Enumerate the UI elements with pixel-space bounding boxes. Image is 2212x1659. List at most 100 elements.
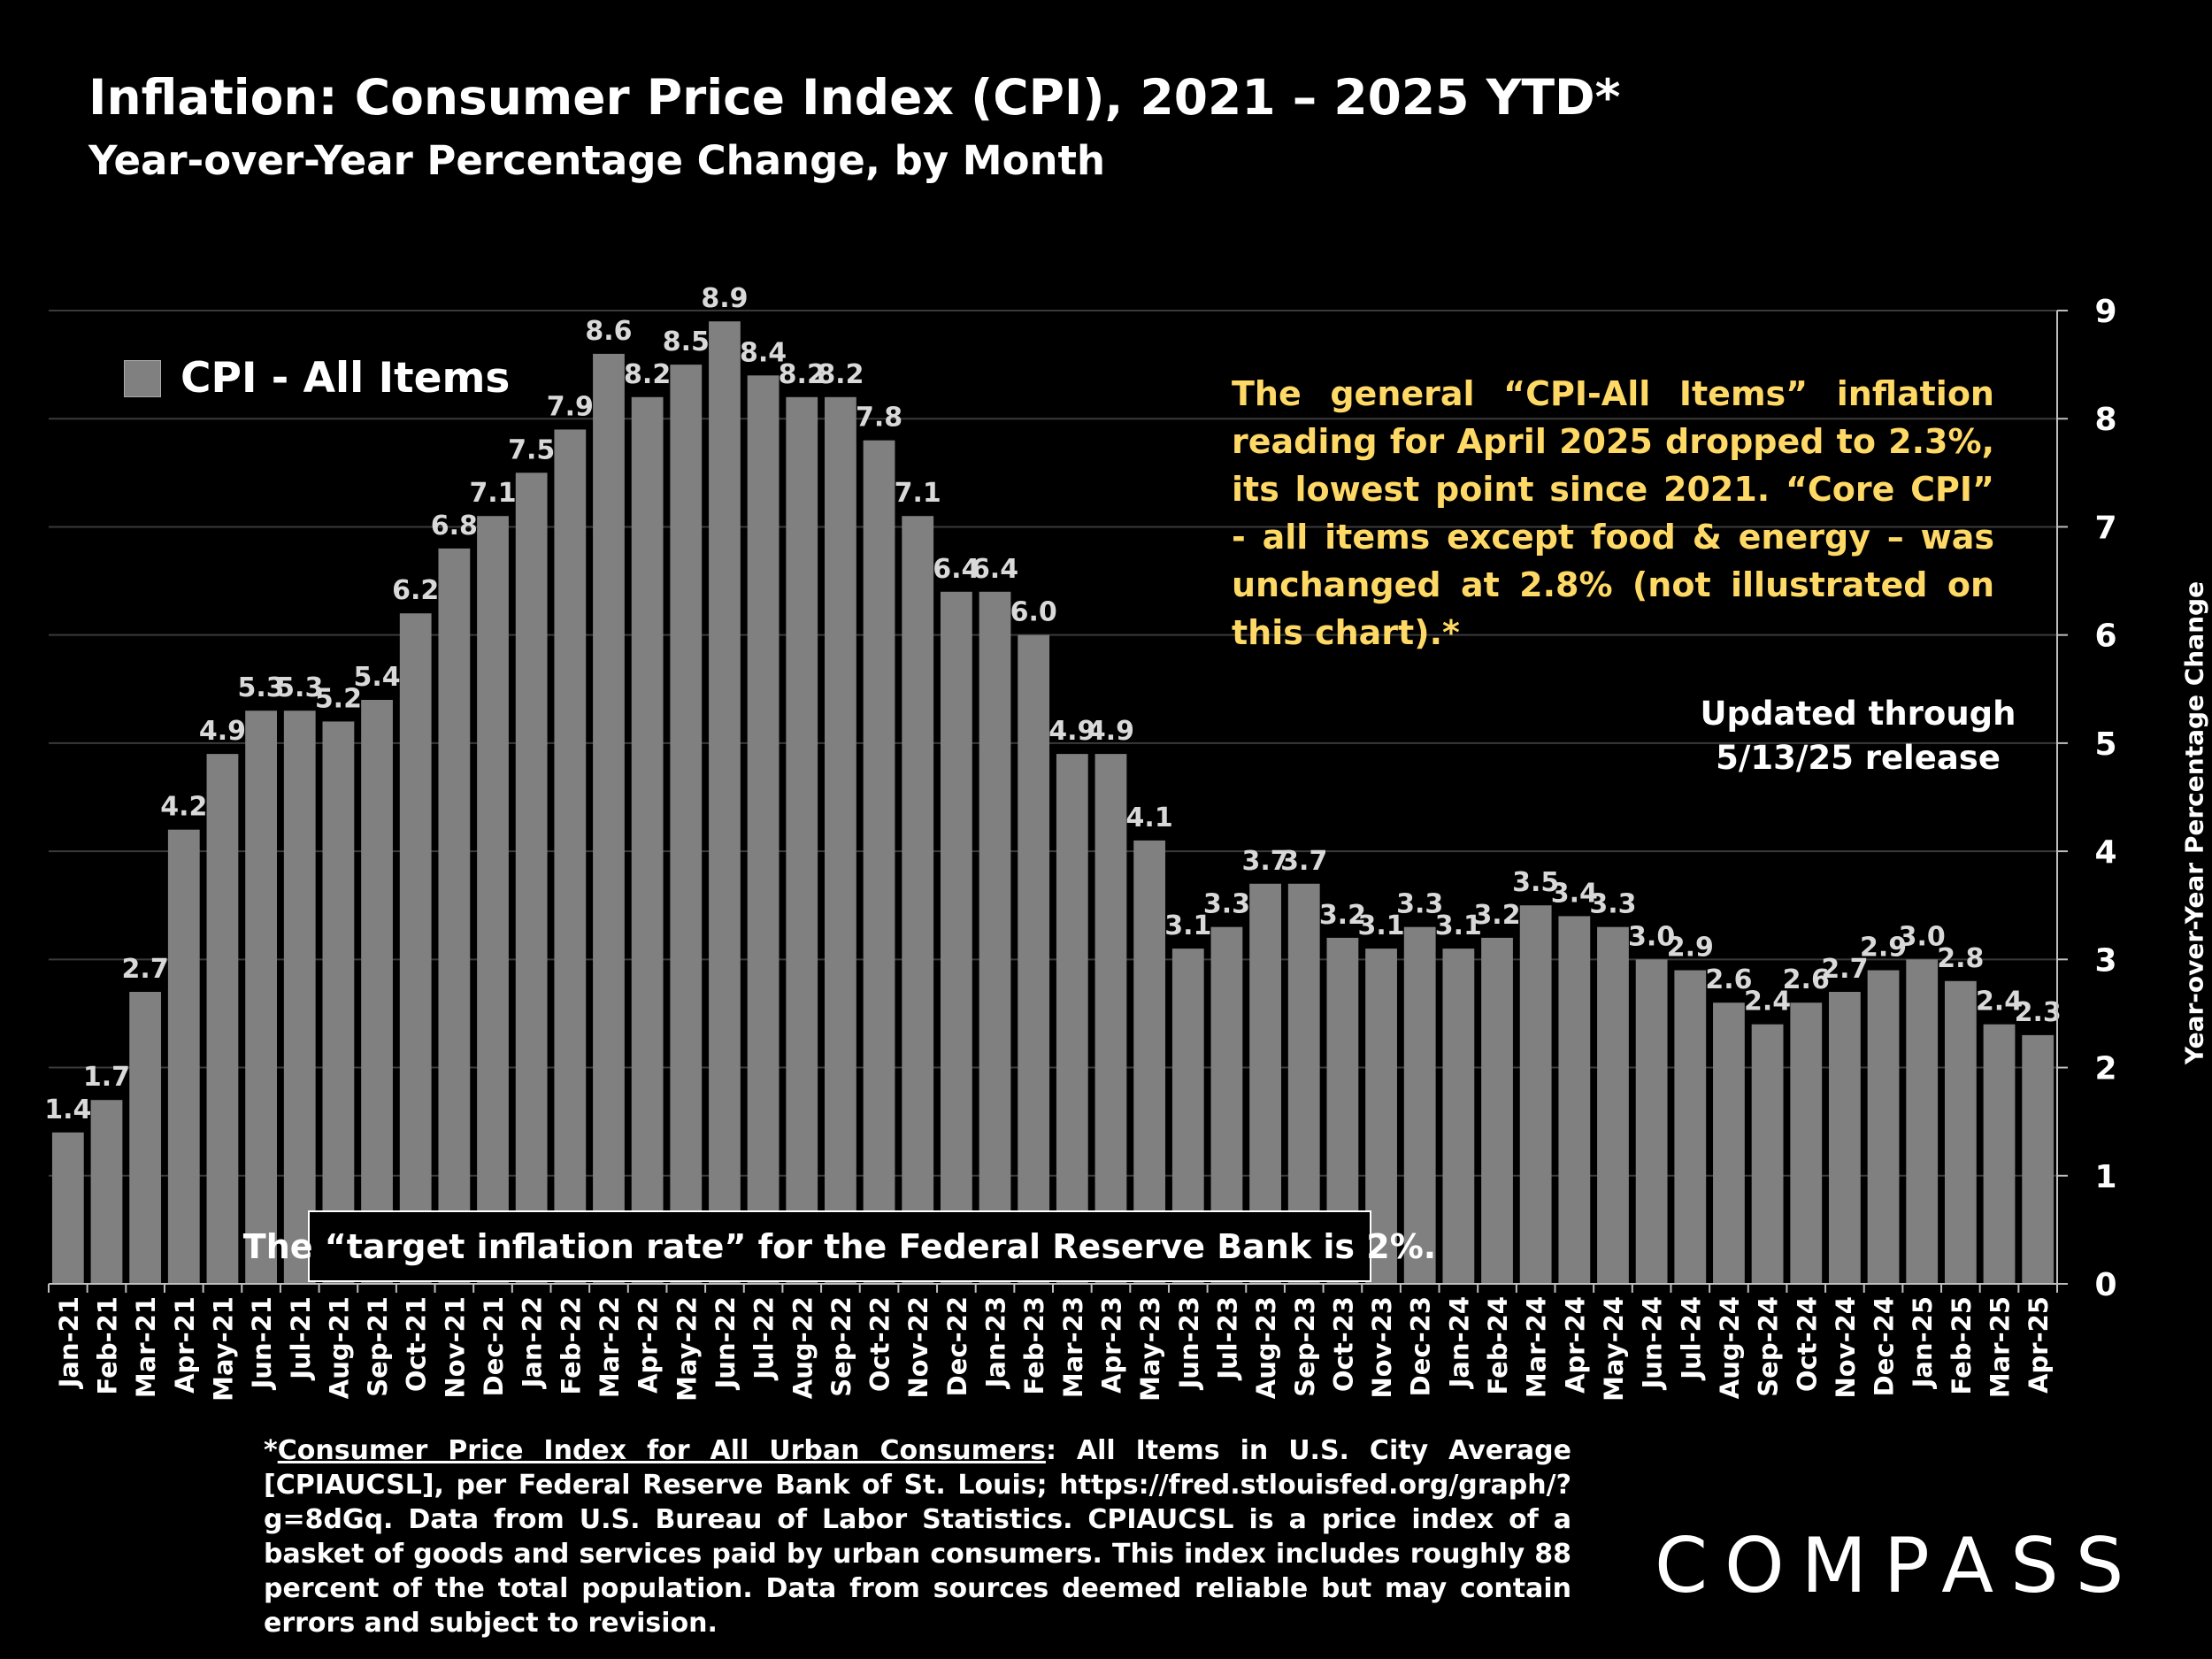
data-label: 5.4 <box>353 662 400 693</box>
y-tick-label: 7 <box>2094 510 2116 546</box>
data-label: 3.7 <box>1242 846 1289 877</box>
data-label: 6.8 <box>431 511 478 541</box>
bar <box>1558 916 1591 1284</box>
data-label: 8.9 <box>701 283 748 314</box>
bar <box>361 700 393 1284</box>
bar <box>1094 754 1127 1284</box>
footnote-source-link[interactable]: Consumer Price Index for All Urban Consu… <box>277 1435 1046 1466</box>
bar <box>1133 840 1166 1284</box>
data-label: 7.1 <box>895 478 941 509</box>
annotation-text: The general “CPI-All Items” inflation re… <box>1232 374 1994 652</box>
axes <box>48 310 2068 1293</box>
bar <box>631 396 664 1284</box>
bar <box>1751 1024 1784 1284</box>
x-tick-label: Apr-23 <box>1096 1296 1126 1394</box>
data-label: 2.3 <box>2015 997 2062 1028</box>
x-tick-label: Jun-24 <box>1638 1296 1668 1390</box>
x-tick-label: Mar-21 <box>131 1296 161 1398</box>
y-tick-label: 0 <box>2094 1267 2116 1303</box>
x-tick-label: Aug-21 <box>324 1296 354 1399</box>
x-tick-label: Jun-21 <box>247 1296 277 1390</box>
x-tick-label: Feb-25 <box>1947 1296 1977 1394</box>
bar <box>863 440 895 1285</box>
bar <box>322 721 355 1284</box>
data-label: 2.7 <box>122 954 169 985</box>
y-axis-title: Year-over-Year Percentage Change <box>2179 580 2209 1065</box>
legend: CPI - All Items <box>124 354 510 403</box>
updated-line-2: 5/13/25 release <box>1716 739 2001 777</box>
bar <box>90 1100 123 1284</box>
x-tick-label: Dec-23 <box>1406 1296 1436 1396</box>
data-label: 1.4 <box>44 1094 91 1125</box>
bar <box>1829 992 1861 1284</box>
data-label: 6.0 <box>1010 597 1057 628</box>
legend-swatch <box>124 359 161 397</box>
bar <box>554 429 587 1284</box>
data-label: 8.2 <box>817 359 864 390</box>
data-label: 5.3 <box>276 672 323 703</box>
footnote-prefix: * <box>264 1435 278 1466</box>
updated-line-1: Updated through <box>1700 695 2016 733</box>
data-label: 2.4 <box>1744 987 1791 1018</box>
bar <box>51 1132 84 1284</box>
data-label: 7.5 <box>508 434 555 465</box>
data-label: 6.4 <box>972 554 1018 585</box>
data-label: 3.3 <box>1589 889 1636 920</box>
x-tick-label: Dec-24 <box>1870 1296 1900 1396</box>
x-tick-label: Aug-23 <box>1251 1296 1281 1399</box>
data-label: 2.7 <box>1821 954 1868 985</box>
x-tick-label: Oct-23 <box>1328 1296 1358 1392</box>
data-label: 2.8 <box>1937 943 1984 974</box>
x-tick-label: Jan-21 <box>54 1296 84 1389</box>
bar <box>1442 949 1475 1284</box>
x-tick-label: Jan-22 <box>518 1296 548 1389</box>
x-tick-labels: Jan-21 Feb-21 Mar-21 Apr-21 May-21 Jun-21 Jul-… <box>54 1296 2054 1402</box>
data-label: 1.7 <box>83 1062 130 1093</box>
bar <box>515 472 548 1284</box>
x-tick-label: Jun-22 <box>710 1296 741 1390</box>
x-tick-label: Feb-22 <box>556 1296 586 1394</box>
x-tick-label: Nov-21 <box>440 1296 470 1399</box>
bar <box>1635 959 1668 1284</box>
bar <box>825 396 856 1284</box>
data-label: 8.2 <box>624 359 671 390</box>
bar <box>1674 970 1707 1284</box>
x-tick-label: Jan-24 <box>1444 1296 1474 1389</box>
x-tick-label: Mar-23 <box>1058 1296 1088 1398</box>
data-label: 4.1 <box>1126 803 1173 833</box>
bar <box>206 754 239 1284</box>
data-label: 3.1 <box>1357 910 1404 941</box>
x-tick-label: Feb-23 <box>1019 1296 1049 1394</box>
bar <box>245 710 277 1284</box>
data-label: 7.1 <box>469 478 516 509</box>
bar <box>1056 754 1088 1284</box>
x-tick-label: Sep-24 <box>1754 1296 1784 1397</box>
bar <box>979 591 1011 1284</box>
y-tick-label: 9 <box>2094 294 2116 330</box>
bar <box>1018 634 1050 1284</box>
x-tick-label: Dec-21 <box>479 1296 509 1396</box>
x-tick-label: Sep-22 <box>826 1296 856 1397</box>
data-label: 4.9 <box>1087 716 1134 747</box>
bar <box>940 591 972 1284</box>
x-tick-label: Oct-21 <box>402 1296 432 1392</box>
x-tick-label: Jan-25 <box>1908 1296 1938 1389</box>
bar <box>2022 1034 2055 1284</box>
bar <box>670 365 703 1285</box>
data-label: 6.2 <box>392 575 439 606</box>
y-tick-label: 2 <box>2094 1051 2116 1087</box>
data-label: 3.5 <box>1512 867 1559 898</box>
x-tick-label: Apr-24 <box>1560 1296 1590 1394</box>
x-tick-label: May-23 <box>1135 1296 1165 1402</box>
bar <box>129 992 162 1284</box>
x-tick-label: Aug-22 <box>787 1296 818 1399</box>
updated-note: Updated through 5/13/25 release <box>1699 692 2017 780</box>
data-label: 6.4 <box>933 554 979 585</box>
data-label: 3.3 <box>1203 889 1250 920</box>
x-tick-label: Jul-24 <box>1676 1296 1706 1381</box>
bar <box>747 375 780 1284</box>
x-tick-label: Feb-24 <box>1483 1296 1513 1394</box>
bar <box>1713 1002 1745 1284</box>
data-label: 3.2 <box>1319 900 1366 931</box>
